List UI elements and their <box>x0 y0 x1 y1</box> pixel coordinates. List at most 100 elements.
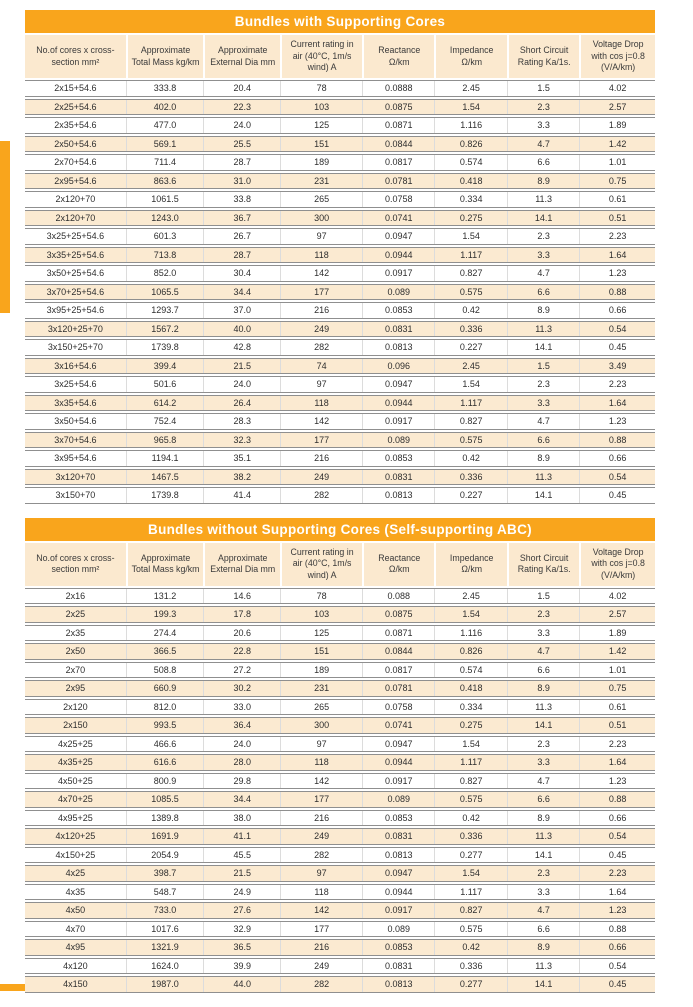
table-cell: 0.0944 <box>362 395 434 410</box>
table-cell: 4.7 <box>506 136 579 151</box>
table-cell: 125 <box>280 625 362 640</box>
table-cell: 1.64 <box>579 755 655 770</box>
table-cell: 2.23 <box>579 866 655 881</box>
table-cell: 14.1 <box>506 488 579 503</box>
table-cell: 8.9 <box>506 681 579 696</box>
table-cell: 3x50+25+54.6 <box>46 268 105 279</box>
column-header: Impedance Ω/km <box>434 35 507 78</box>
table-cell: 2.45 <box>434 81 506 96</box>
table-cell: 21.5 <box>203 358 280 373</box>
table-cell: 37.0 <box>203 303 280 318</box>
table-cell: 32.9 <box>203 921 280 936</box>
table-cell: 2.57 <box>579 99 655 114</box>
table-row: 2x35 274.4 20.6 125 0.0871 1.116 3.3 1.89 <box>25 624 655 641</box>
table-row: 3x35+54.6 614.2 26.4 118 0.0944 1.117 3.3 1.64 <box>25 394 655 411</box>
table-cell: 177 <box>280 284 362 299</box>
table-cell: 1.117 <box>434 395 506 410</box>
table-cell: 1.54 <box>434 99 506 114</box>
table-cell: 216 <box>280 303 362 318</box>
table-cell: 8.9 <box>506 173 579 188</box>
table-cell: 0.0817 <box>362 662 434 677</box>
table-cell: 6.6 <box>506 155 579 170</box>
table-cell: 28.0 <box>203 755 280 770</box>
table-cell: 0.0831 <box>362 829 434 844</box>
table-bundles-without-supporting-cores: Bundles without Supporting Cores (Self-s… <box>25 517 655 993</box>
table-cell: 501.6 <box>125 377 203 392</box>
table-cell: 28.7 <box>203 247 280 262</box>
table-cell: 28.7 <box>203 155 280 170</box>
table-cell: 97 <box>280 229 362 244</box>
table-row: 3x50+54.6 752.4 28.3 142 0.0917 0.827 4.7 1.23 <box>25 413 655 430</box>
table-cell: 3x95+54.6 <box>54 453 97 464</box>
table-row: 4x120+25 1691.9 41.1 249 0.0831 0.336 11.3 0.54 <box>25 828 655 845</box>
table-cell: 3.3 <box>506 247 579 262</box>
table-cell: 3x70+54.6 <box>54 434 97 445</box>
table-cell: 713.8 <box>125 247 203 262</box>
table-cell: 231 <box>280 681 362 696</box>
table-cell: 265 <box>280 699 362 714</box>
page-edge-accent-bottom <box>0 984 26 991</box>
table-cell: 3x120+70 <box>55 471 96 482</box>
table-cell: 142 <box>280 903 362 918</box>
table-row: 4x50 733.0 27.6 142 0.0917 0.827 4.7 1.23 <box>25 902 655 919</box>
column-header: Approximate Total Mass kg/km <box>125 542 204 586</box>
table-cell: 0.0817 <box>362 155 434 170</box>
table-row: 3x120+25+70 1567.2 40.0 249 0.0831 0.336 11.3 0… <box>25 320 655 337</box>
table-cell: 3x120+25+70 <box>47 323 103 334</box>
table-cell: 0.089 <box>362 432 434 447</box>
table-cell: 6.6 <box>506 432 579 447</box>
table-cell: 0.574 <box>434 662 506 677</box>
table-cell: 0.0917 <box>362 414 434 429</box>
table-cell: 2.45 <box>434 358 506 373</box>
table-cell: 1.5 <box>506 81 579 96</box>
table-cell: 0.227 <box>434 340 506 355</box>
table-cell: 4.02 <box>579 81 655 96</box>
table-cell: 103 <box>280 99 362 114</box>
table-cell: 0.0758 <box>362 192 434 207</box>
table-cell: 11.3 <box>506 958 579 973</box>
table-cell: 1.01 <box>579 662 655 677</box>
table-cell: 812.0 <box>125 699 203 714</box>
document-page: Bundles with Supporting Cores No.of core… <box>25 10 655 1007</box>
table-cell: 0.45 <box>579 488 655 503</box>
table-cell: 2.3 <box>506 866 579 881</box>
table-cell: 0.575 <box>434 284 506 299</box>
table-cell: 2.3 <box>506 736 579 751</box>
table-cell: 20.6 <box>203 625 280 640</box>
table-cell: 2054.9 <box>125 847 203 862</box>
table-cell: 34.4 <box>203 284 280 299</box>
table-cell: 1739.8 <box>125 340 203 355</box>
table-cell: 1624.0 <box>125 958 203 973</box>
table-cell: 216 <box>280 451 362 466</box>
table-cell: 2.3 <box>506 229 579 244</box>
table-row: 3x95+25+54.6 1293.7 37.0 216 0.0853 0.42 8.9 0.… <box>25 302 655 319</box>
table-row: 4x120 1624.0 39.9 249 0.0831 0.336 11.3 0.54 <box>25 957 655 974</box>
table-body: 2x15+54.6 333.8 20.4 78 0.0888 2.45 1.5 4.02 2x2… <box>25 80 655 504</box>
table-cell: 4x150 <box>63 979 88 990</box>
table-cell: 27.6 <box>203 903 280 918</box>
table-cell: 4x35+25 <box>58 757 93 768</box>
table-row: 3x120+70 1467.5 38.2 249 0.0831 0.336 11.3 0.54 <box>25 468 655 485</box>
table-cell: 1.23 <box>579 773 655 788</box>
table-cell: 0.827 <box>434 773 506 788</box>
table-cell: 2.23 <box>579 736 655 751</box>
table-cell: 22.3 <box>203 99 280 114</box>
table-cell: 33.0 <box>203 699 280 714</box>
table-row: 2x50+54.6 569.1 25.5 151 0.0844 0.826 4.7 1.42 <box>25 135 655 152</box>
table-cell: 0.575 <box>434 921 506 936</box>
table-cell: 1.64 <box>579 884 655 899</box>
table-cell: 0.75 <box>579 681 655 696</box>
table-cell: 36.5 <box>203 940 280 955</box>
table-cell: 1061.5 <box>125 192 203 207</box>
table-cell: 3x16+54.6 <box>54 360 97 371</box>
table-cell: 2x35+54.6 <box>54 120 97 131</box>
table-cell: 0.827 <box>434 903 506 918</box>
table-cell: 0.88 <box>579 432 655 447</box>
table-cell: 36.7 <box>203 210 280 225</box>
page-edge-accent-left <box>0 141 10 313</box>
table-row: 3x150+25+70 1739.8 42.8 282 0.0813 0.227 14.1 0… <box>25 339 655 356</box>
table-row: 4x70 1017.6 32.9 177 0.089 0.575 6.6 0.88 <box>25 920 655 937</box>
table-cell: 0.0781 <box>362 173 434 188</box>
table-cell: 1987.0 <box>125 977 203 992</box>
table-cell: 42.8 <box>203 340 280 355</box>
